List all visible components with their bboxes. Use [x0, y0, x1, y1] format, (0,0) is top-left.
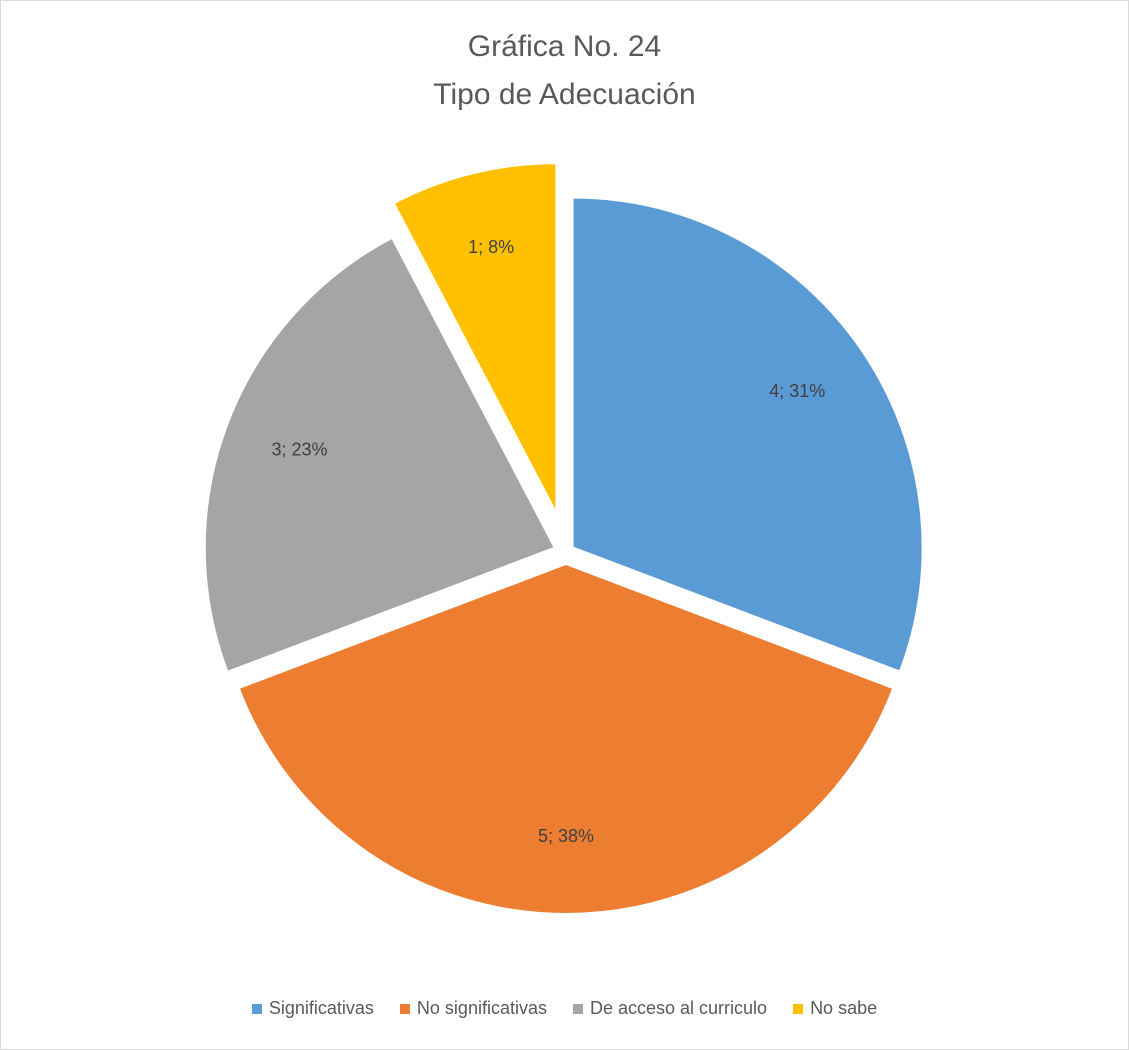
legend-label-significativas: Significativas — [268, 998, 374, 1018]
legend-item-no-sabe: No sabe — [793, 998, 877, 1019]
data-label-de-acceso-al-curriculo: 3; 23% — [271, 440, 327, 460]
legend-swatch-significativas — [251, 1003, 262, 1014]
legend-label-no-sabe: No sabe — [810, 998, 878, 1018]
data-label-significativas: 4; 31% — [769, 381, 825, 401]
pie-slice-significativas — [571, 196, 924, 673]
pie-slice-no-sabe — [392, 162, 558, 514]
legend-swatch-no-sabe — [793, 1003, 804, 1014]
legend-item-significativas: Significativas — [251, 998, 374, 1019]
pie-slice-de-acceso-al-curriculo — [203, 236, 557, 674]
legend-label-de-acceso-al-curriculo: De acceso al curriculo — [589, 998, 768, 1018]
chart-subtitle: Tipo de Adecuación — [433, 78, 696, 111]
chart-title: Gráfica No. 24 — [467, 30, 662, 63]
legend-swatch-no-significativas — [399, 1003, 410, 1014]
legend-row: Significativas No significativas De acceso… — [0, 998, 1129, 1019]
legend-label-no-significativas: No significativas — [416, 998, 547, 1018]
pie-slice-no-significativas — [237, 562, 895, 915]
legend-swatch-de-acceso-al-curriculo — [572, 1003, 583, 1014]
data-label-no-sabe: 1; 8% — [468, 237, 514, 257]
legend-item-no-significativas: No significativas — [399, 998, 547, 1019]
data-label-no-significativas: 5; 38% — [538, 826, 594, 846]
legend-item-de-acceso-al-curriculo: De acceso al curriculo — [572, 998, 768, 1019]
